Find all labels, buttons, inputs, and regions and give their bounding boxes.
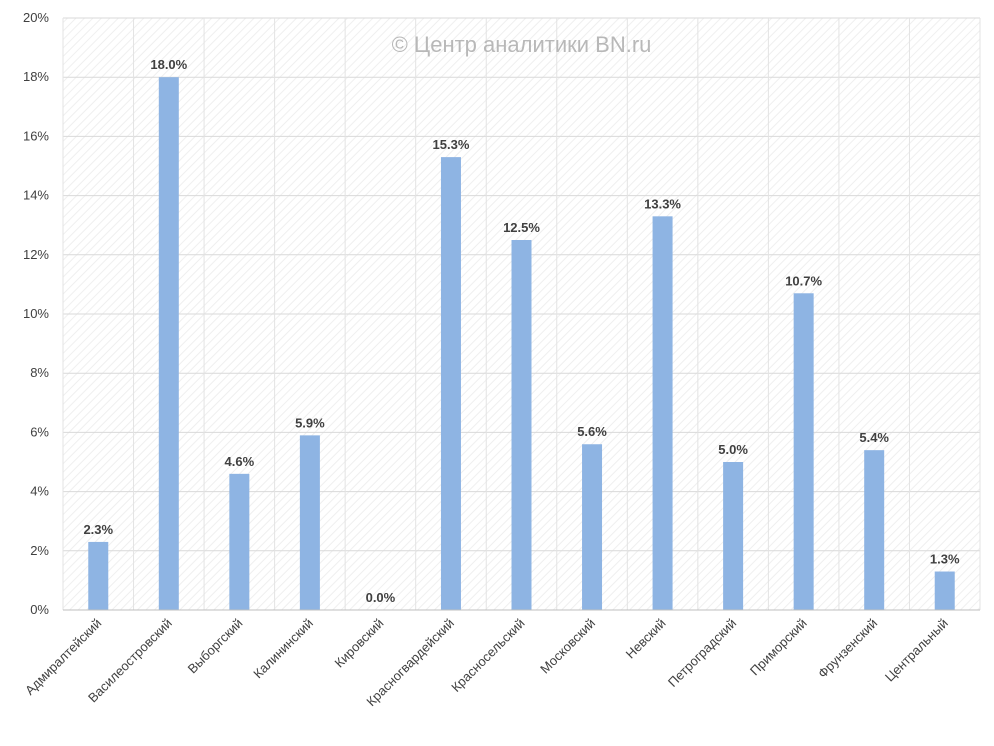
data-label: 18.0%	[150, 57, 187, 72]
x-tick-label: Фрунзенский	[815, 616, 880, 681]
y-tick-label: 16%	[23, 128, 49, 143]
data-label: 12.5%	[503, 220, 540, 235]
bars	[88, 77, 955, 610]
bar	[723, 462, 744, 610]
bar	[440, 157, 461, 610]
x-tick-label: Петроградский	[665, 616, 739, 690]
y-tick-label: 4%	[30, 484, 49, 499]
data-labels: 2.3% 18.0% 4.6% 5.9% 0.0% 15.3% 12.5% 5.6% 13.3%…	[83, 57, 960, 605]
bar	[299, 435, 320, 610]
data-label: 2.3%	[83, 522, 113, 537]
data-label: 15.3%	[433, 137, 470, 152]
data-label: 5.4%	[859, 430, 889, 445]
y-tick-label: 10%	[23, 306, 49, 321]
data-label: 13.3%	[644, 196, 681, 211]
y-axis-ticks: 0% 2% 4% 6% 8% 10% 12% 14% 16% 18% 20%	[23, 10, 49, 617]
x-tick-label: Центральный	[882, 616, 951, 685]
bar	[582, 444, 603, 610]
x-tick-label: Московский	[537, 616, 598, 677]
bar	[88, 541, 109, 610]
y-tick-label: 6%	[30, 424, 49, 439]
bar	[652, 216, 673, 610]
x-tick-label: Выборгский	[185, 616, 246, 677]
data-label: 4.6%	[225, 454, 255, 469]
x-tick-label: Красносельский	[448, 616, 527, 695]
data-label: 1.3%	[930, 552, 960, 567]
bar	[229, 473, 250, 610]
bar	[793, 293, 814, 610]
x-tick-label: Кировский	[332, 616, 387, 671]
bar	[158, 77, 179, 610]
y-tick-label: 20%	[23, 10, 49, 25]
data-label: 5.9%	[295, 415, 325, 430]
data-label: 5.6%	[577, 424, 607, 439]
data-label: 10.7%	[785, 273, 822, 288]
bar	[864, 450, 885, 610]
x-tick-label: Невский	[623, 616, 669, 662]
x-tick-label: Адмиралтейский	[22, 616, 104, 698]
y-tick-label: 14%	[23, 188, 49, 203]
y-tick-label: 0%	[30, 602, 49, 617]
bar	[934, 571, 955, 610]
y-tick-label: 2%	[30, 543, 49, 558]
y-tick-label: 18%	[23, 69, 49, 84]
y-tick-label: 8%	[30, 365, 49, 380]
watermark-text: © Центр аналитики BN.ru	[392, 32, 652, 57]
y-tick-label: 12%	[23, 247, 49, 262]
x-tick-label: Калининский	[250, 616, 316, 682]
data-label: 0.0%	[366, 590, 396, 605]
x-tick-label: Приморский	[747, 616, 810, 679]
bar	[511, 240, 532, 610]
data-label: 5.0%	[718, 442, 748, 457]
category-dividers	[62, 18, 981, 610]
